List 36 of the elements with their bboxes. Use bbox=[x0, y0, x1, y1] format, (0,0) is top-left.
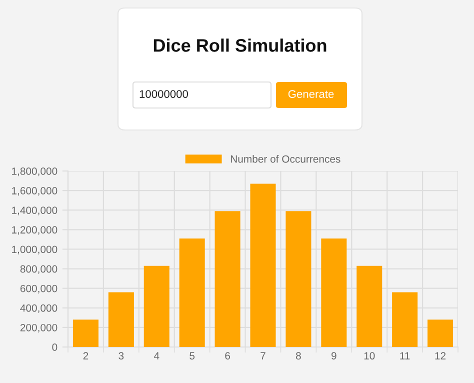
bar bbox=[392, 292, 418, 347]
bar bbox=[428, 320, 454, 347]
x-tick-label: 2 bbox=[83, 352, 88, 360]
bar bbox=[72, 320, 98, 347]
y-tick-label: 1,600,000 bbox=[12, 187, 58, 196]
x-tick-label: 7 bbox=[260, 352, 266, 360]
bar bbox=[214, 211, 240, 347]
x-tick-label: 9 bbox=[332, 352, 336, 360]
bar bbox=[179, 238, 205, 347]
text: 10000000 bbox=[140, 90, 188, 98]
y-tick-label: 1,800,000 bbox=[12, 168, 58, 176]
bar bbox=[356, 266, 382, 347]
x-tick-label: 11 bbox=[400, 352, 410, 360]
y-tick-label: 200,000 bbox=[20, 324, 58, 333]
y-tick-label: 1,400,000 bbox=[12, 206, 58, 216]
text: Generate bbox=[288, 90, 334, 98]
y-tick-label: 800,000 bbox=[20, 265, 58, 274]
y-tick-label: 1,000,000 bbox=[12, 246, 58, 254]
y-tick-label: 1,200,000 bbox=[12, 226, 58, 235]
bar bbox=[286, 211, 312, 347]
bar bbox=[321, 238, 347, 347]
y-tick-label: 400,000 bbox=[20, 304, 58, 313]
x-tick-label: 10 bbox=[364, 352, 375, 360]
legend-label: Number of Occurrences bbox=[230, 155, 340, 163]
x-tick-label: 8 bbox=[296, 352, 301, 360]
x-tick-label: 4 bbox=[154, 352, 160, 360]
bar bbox=[250, 184, 276, 347]
bar bbox=[144, 266, 170, 347]
chart-title: Dice Roll Simulation bbox=[154, 38, 326, 52]
x-tick-label: 3 bbox=[118, 352, 124, 360]
x-tick-label: 6 bbox=[225, 352, 230, 360]
x-tick-label: 12 bbox=[435, 352, 446, 360]
y-tick-label: 0 bbox=[52, 344, 58, 351]
y-tick-label: 600,000 bbox=[20, 284, 58, 294]
bar bbox=[108, 292, 134, 347]
x-tick-label: 5 bbox=[190, 352, 195, 360]
